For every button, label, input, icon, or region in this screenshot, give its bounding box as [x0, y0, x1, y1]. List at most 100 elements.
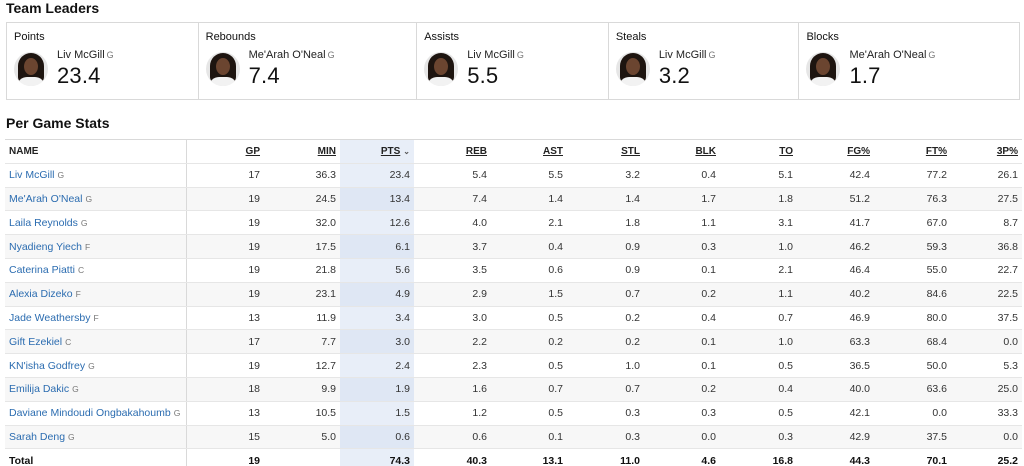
leader-player: Liv McGill G	[659, 49, 716, 61]
stat-cell-reb: 1.6	[414, 377, 491, 402]
player-name-link[interactable]: Caterina Piatti	[9, 264, 75, 277]
stat-cell-fg-pct: 46.9	[797, 306, 874, 331]
stat-cell-blk: 0.4	[644, 306, 720, 331]
column-header-to[interactable]: TO	[720, 139, 797, 164]
leader-player: Me'Arah O'Neal G	[849, 49, 935, 61]
leader-category-label: Assists	[424, 31, 460, 43]
player-name-link[interactable]: Jade Weathersby	[9, 311, 91, 324]
player-name-link[interactable]: Liv McGill	[9, 169, 55, 182]
column-header-label: NAME	[9, 145, 39, 157]
leader-player: Liv McGill G	[467, 49, 524, 61]
leader-card-blocks[interactable]: Blocks Me'Arah O'Neal G 1.7	[799, 23, 1019, 99]
stat-cell-to: 0.3	[720, 425, 797, 450]
player-name-link[interactable]: Laila Reynolds	[9, 216, 78, 229]
player-position: G	[173, 408, 181, 419]
stat-cell-min: 10.5	[264, 401, 340, 426]
table-row: Jade Weathersby F 13 11.9 3.4 3.0 0.5 0.2 0.4 0.7…	[5, 306, 1022, 331]
leader-player-name[interactable]: Liv McGill	[467, 49, 515, 61]
player-position: G	[88, 360, 95, 371]
player-name-link[interactable]: Me'Arah O'Neal	[9, 192, 83, 205]
player-name-link[interactable]: Alexia Dizeko	[9, 288, 73, 301]
player-name-link[interactable]: Sarah Deng	[9, 430, 66, 443]
leader-info: Liv McGill G 3.2	[659, 49, 716, 89]
player-name-link[interactable]: KN'isha Godfrey	[9, 359, 86, 372]
player-position: C	[65, 336, 72, 347]
leader-card-rebounds[interactable]: Rebounds Me'Arah O'Neal G 7.4	[199, 23, 418, 99]
leader-card-steals[interactable]: Steals Liv McGill G 3.2	[609, 23, 800, 99]
avatar-shirt	[17, 77, 45, 86]
player-name-cell: KN'isha Godfrey G	[5, 353, 187, 378]
stat-cell-blk: 0.1	[644, 329, 720, 355]
leader-card-assists[interactable]: Assists Liv McGill G 5.5	[417, 23, 609, 99]
total-label: Total	[5, 448, 187, 466]
stat-cell-fg-pct: 46.2	[797, 234, 874, 259]
player-name-link[interactable]: Gift Ezekiel	[9, 335, 63, 348]
column-header-3p-pct[interactable]: 3P%	[951, 139, 1022, 164]
player-name-cell: Gift Ezekiel C	[5, 329, 187, 355]
total-cell-min	[264, 449, 340, 466]
player-name-cell: Me'Arah O'Neal G	[5, 187, 187, 212]
player-avatar	[14, 52, 48, 86]
stat-cell-min: 17.5	[264, 234, 340, 259]
leader-stat-value: 7.4	[248, 63, 280, 88]
leader-player-name[interactable]: Liv McGill	[658, 49, 707, 61]
per-game-stats-table: NAME GP MIN PTS ⌄ REB AST STL BLK TO FG% FT% 3P% Liv…	[5, 139, 1022, 466]
leader-player-name[interactable]: Me'Arah O'Neal	[849, 49, 927, 61]
stat-cell-fg-pct: 40.2	[797, 282, 874, 307]
column-header-gp[interactable]: GP	[186, 139, 264, 164]
stat-cell-blk: 1.7	[644, 187, 720, 212]
table-row: Daviane Mindoudi Ongbakahoumb G 13 10.5 1.5 1…	[5, 401, 1022, 426]
column-header-ast[interactable]: AST	[491, 139, 567, 164]
avatar-face	[816, 58, 831, 75]
stat-cell-gp: 19	[186, 353, 264, 378]
stat-cell-fg-pct: 42.1	[797, 401, 874, 426]
stat-cell-gp: 19	[186, 258, 264, 283]
stat-cell-stl: 0.3	[567, 401, 644, 426]
stat-cell-pts: 3.0	[340, 329, 414, 355]
stat-cell-3p-pct: 25.0	[951, 377, 1022, 402]
stat-cell-3p-pct: 0.0	[951, 425, 1022, 450]
stat-cell-stl: 1.8	[567, 210, 644, 236]
column-header-reb[interactable]: REB	[414, 139, 491, 164]
avatar-shirt	[208, 77, 237, 86]
stat-cell-ast: 2.1	[491, 210, 567, 236]
column-header-ft-pct[interactable]: FT%	[874, 139, 951, 164]
stat-cell-ast: 1.5	[491, 282, 567, 307]
leader-player-name[interactable]: Liv McGill	[57, 49, 105, 61]
stat-cell-ast: 0.5	[491, 353, 567, 378]
stat-cell-min: 12.7	[264, 353, 340, 378]
stat-cell-to: 0.4	[720, 377, 797, 402]
player-name-link[interactable]: Emilija Dakic	[9, 383, 70, 396]
stat-cell-blk: 0.0	[644, 425, 720, 450]
table-row: Liv McGill G 17 36.3 23.4 5.4 5.5 3.2 0.4 5.1 42.4…	[5, 163, 1022, 188]
stat-cell-3p-pct: 26.1	[951, 163, 1022, 188]
avatar-face	[215, 58, 230, 75]
leader-card-points[interactable]: Points Liv McGill G 23.4	[7, 23, 199, 99]
stat-cell-3p-pct: 33.3	[951, 401, 1022, 426]
stat-cell-min: 23.1	[264, 282, 340, 307]
stat-cell-pts: 1.5	[340, 401, 414, 426]
player-name-link[interactable]: Daviane Mindoudi Ongbakahoumb	[9, 407, 171, 420]
total-cell-blk: 4.6	[701, 455, 716, 466]
stat-cell-pts: 2.4	[340, 353, 414, 378]
stat-cell-min: 32.0	[264, 210, 340, 236]
stat-cell-ft-pct: 76.3	[874, 187, 951, 212]
stat-cell-fg-pct: 40.0	[797, 377, 874, 402]
per-game-stats-title: Per Game Stats	[6, 115, 110, 131]
stat-cell-gp: 15	[186, 425, 264, 450]
player-name-link[interactable]: Nyadieng Yiech	[9, 240, 82, 253]
column-header-min[interactable]: MIN	[264, 139, 340, 164]
stat-cell-gp: 13	[186, 306, 264, 331]
stat-cell-blk: 0.3	[644, 234, 720, 259]
column-header-fg-pct[interactable]: FG%	[797, 139, 874, 164]
column-header-stl[interactable]: STL	[567, 139, 644, 164]
player-position: G	[85, 193, 93, 204]
leader-player-name[interactable]: Me'Arah O'Neal	[248, 49, 326, 61]
stat-cell-to: 5.1	[720, 163, 797, 188]
stat-cell-stl: 0.9	[567, 234, 644, 259]
total-cell-ft-pct: 70.1	[926, 455, 947, 466]
stat-cell-blk: 0.3	[644, 401, 720, 426]
column-header-pts[interactable]: PTS ⌄	[340, 139, 414, 164]
stat-cell-stl: 0.3	[567, 425, 644, 450]
column-header-blk[interactable]: BLK	[644, 139, 720, 164]
